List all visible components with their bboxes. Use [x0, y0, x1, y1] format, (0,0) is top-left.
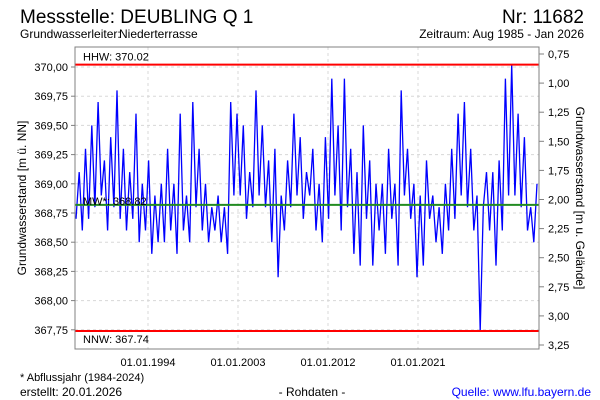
hhw-label: HHW: 370.02 [83, 52, 149, 64]
nnw-label: NNW: 367.74 [83, 334, 149, 346]
y-tick-label: 367,75 [34, 325, 68, 337]
aquifer-label: Grundwasserleiter: [20, 27, 121, 41]
y2-axis-label: Grundwasserstand [m u. Gelände] [573, 107, 587, 290]
y2-tick-label: 0,75 [548, 49, 569, 61]
y-tick-label: 369,25 [34, 150, 68, 162]
created-date: erstellt: 20.01.2026 [20, 385, 122, 399]
y2-tick-label: 1,00 [548, 78, 569, 90]
station-title: Messstelle: DEUBLING Q 1 [20, 7, 253, 28]
mw-label: MW*: 368.82 [83, 196, 147, 208]
series-layer [75, 64, 538, 332]
y2-tick-label: 1,75 [548, 165, 569, 177]
aquifer-value: Niederterrasse [119, 27, 198, 41]
station-number: Nr: 11682 [502, 7, 584, 28]
x-tick-label: 01.01.2021 [390, 357, 445, 369]
x-tick-label: 01.01.1994 [120, 357, 175, 369]
y-tick-label: 369,75 [34, 91, 68, 103]
source-link[interactable]: Quelle: www.lfu.bayern.de [452, 385, 592, 399]
plot-frame [74, 46, 540, 350]
y2-tick-label: 1,25 [548, 107, 569, 119]
footnote: * Abflussjahr (1984-2024) [20, 372, 144, 384]
y-tick-label: 368,25 [34, 266, 68, 278]
axes: 367,75 368,00 368,25 368,50 368,75 369,00 369,… [34, 49, 569, 369]
y-tick-label: 368,75 [34, 208, 68, 220]
y2-tick-label: 2,00 [548, 195, 569, 207]
reference-lines: HHW: 370.02 MW*: 368.82 NNW: 367.74 [75, 52, 539, 346]
period: Zeitraum: Aug 1985 - Jan 2026 [419, 27, 584, 41]
y2-tick-label: 1,50 [548, 136, 569, 148]
y-axis-label: Grundwasserstand [m ü. NN] [15, 121, 29, 276]
y2-tick-label: 2,25 [548, 224, 569, 236]
y2-tick-label: 3,00 [548, 311, 569, 323]
groundwater-level-line [75, 64, 538, 332]
y2-tick-label: 3,25 [548, 340, 569, 352]
y-tick-label: 368,00 [34, 296, 68, 308]
y2-tick-label: 2,75 [548, 282, 569, 294]
y2-tick-label: 2,50 [548, 253, 569, 265]
y-tick-label: 369,00 [34, 179, 68, 191]
y-tick-label: 368,50 [34, 237, 68, 249]
x-tick-label: 01.01.2012 [300, 357, 355, 369]
data-type: - Rohdaten - [279, 385, 346, 399]
y-tick-label: 369,50 [34, 120, 68, 132]
x-tick-label: 01.01.2003 [210, 357, 265, 369]
y-tick-label: 370,00 [34, 62, 68, 74]
